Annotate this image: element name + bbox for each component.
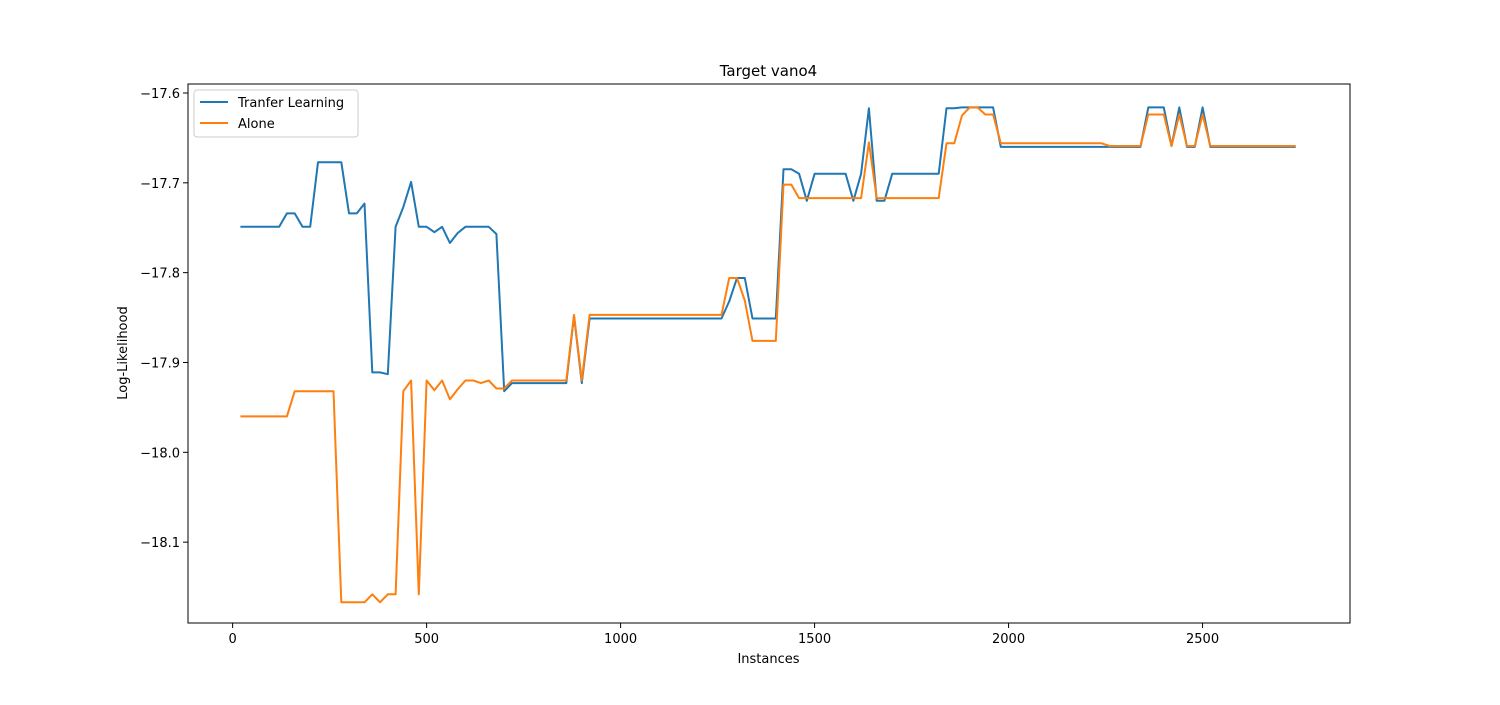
x-axis-label: Instances [737, 652, 799, 667]
legend-label-transfer-learning: Tranfer Learning [237, 96, 344, 111]
y-tick-label: −17.9 [140, 356, 180, 371]
legend-box [193, 89, 359, 138]
y-tick-label: −18.0 [140, 446, 180, 461]
plot-frame [187, 83, 1351, 624]
plot-area [240, 106, 1296, 604]
x-tick-label: 1500 [798, 632, 831, 647]
y-tick-label: −17.8 [140, 267, 180, 282]
x-tick-label: 0 [228, 632, 236, 647]
legend: Tranfer Learning Alone [193, 89, 359, 138]
y-tick-label: −17.7 [140, 177, 180, 192]
series-line-alone [240, 106, 1296, 604]
legend-label-alone: Alone [238, 117, 275, 132]
y-tick-label: −17.6 [140, 87, 180, 102]
y-axis-label: Log-Likelihood [116, 306, 131, 399]
x-tick-label: 2000 [992, 632, 1025, 647]
x-tick-label: 1000 [604, 632, 637, 647]
y-tick-label: −18.1 [140, 536, 180, 551]
x-tick-label: 500 [414, 632, 439, 647]
y-axis: −17.6 −17.7 −17.8 −17.9 −18.0 −18.1 [140, 87, 188, 551]
x-axis: 0 500 1000 1500 2000 2500 [228, 623, 1219, 647]
chart-title: Target vano4 [719, 62, 817, 80]
x-tick-label: 2500 [1186, 632, 1219, 647]
